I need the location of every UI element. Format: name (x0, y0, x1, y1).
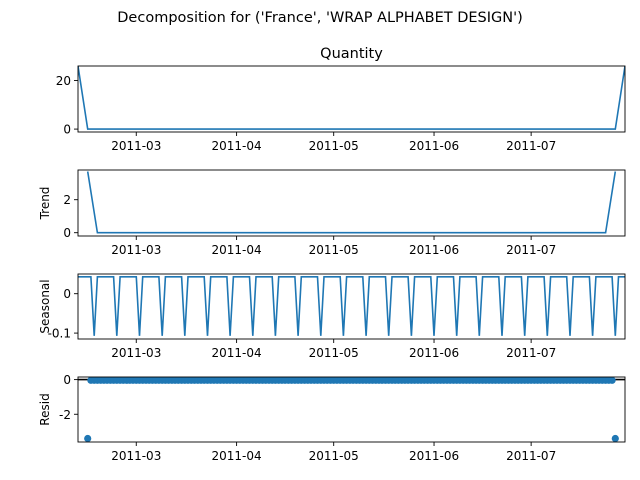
y-tick-label: -2 (59, 408, 71, 422)
x-tick-label: 2011-06 (409, 346, 459, 360)
y-axis-label: Trend (38, 187, 52, 221)
x-tick-label: 2011-05 (309, 449, 359, 463)
x-tick-label: 2011-07 (506, 449, 556, 463)
plot-area (78, 275, 625, 336)
resid-point (608, 377, 616, 384)
x-tick-label: 2011-07 (506, 139, 556, 153)
x-tick-label: 2011-03 (111, 243, 161, 257)
y-tick-label: 0 (63, 123, 71, 137)
panel-2: 2011-03 2011-04 2011-05 2011-06 2011-07 0 2 Tre… (38, 169, 626, 257)
plot-area (78, 377, 625, 442)
panel-1: 2011-03 2011-04 2011-05 2011-06 2011-07 0 20 Qu… (56, 46, 626, 153)
plot-area (86, 171, 617, 234)
axes-frame (77, 65, 626, 133)
y-tick-label: 0 (63, 287, 71, 301)
x-tick-label: 2011-03 (111, 449, 161, 463)
x-tick-label: 2011-05 (309, 139, 359, 153)
y-tick-label: -0.1 (48, 327, 71, 341)
panel-3: 2011-03 2011-04 2011-05 2011-06 2011-07 0 -0.1… (38, 273, 626, 360)
x-tick-label: 2011-04 (212, 243, 262, 257)
y-tick-label: 0 (63, 373, 71, 387)
x-tick-label: 2011-04 (212, 449, 262, 463)
axes-frame (77, 169, 626, 237)
y-axis-label: Resid (38, 393, 52, 425)
series-line (86, 171, 617, 234)
y-tick-label: 2 (63, 193, 71, 207)
x-tick-label: 2011-05 (309, 346, 359, 360)
y-tick-label: 20 (56, 74, 71, 88)
x-tick-label: 2011-04 (212, 139, 262, 153)
y-tick-label: 0 (63, 226, 71, 240)
seasonal-line (78, 275, 625, 336)
x-tick-label: 2011-05 (309, 243, 359, 257)
panel-title: Quantity (320, 46, 383, 62)
axes-frame (77, 376, 626, 443)
resid-point (84, 434, 92, 442)
panel-4: 2011-03 2011-04 2011-05 2011-06 2011-07 0 -2 Re… (38, 373, 626, 463)
x-tick-label: 2011-07 (506, 243, 556, 257)
figure-suptitle: Decomposition for ('France', 'WRAP ALPHA… (117, 10, 522, 26)
x-tick-label: 2011-03 (111, 139, 161, 153)
series-line (78, 66, 625, 130)
resid-point (611, 434, 619, 442)
x-tick-label: 2011-04 (212, 346, 262, 360)
x-tick-label: 2011-06 (409, 449, 459, 463)
y-axis-label: Seasonal (38, 279, 52, 333)
x-tick-label: 2011-06 (409, 139, 459, 153)
x-tick-label: 2011-07 (506, 346, 556, 360)
axes-frame (77, 273, 626, 340)
plot-area (78, 66, 625, 130)
x-tick-label: 2011-06 (409, 243, 459, 257)
x-tick-label: 2011-03 (111, 346, 161, 360)
